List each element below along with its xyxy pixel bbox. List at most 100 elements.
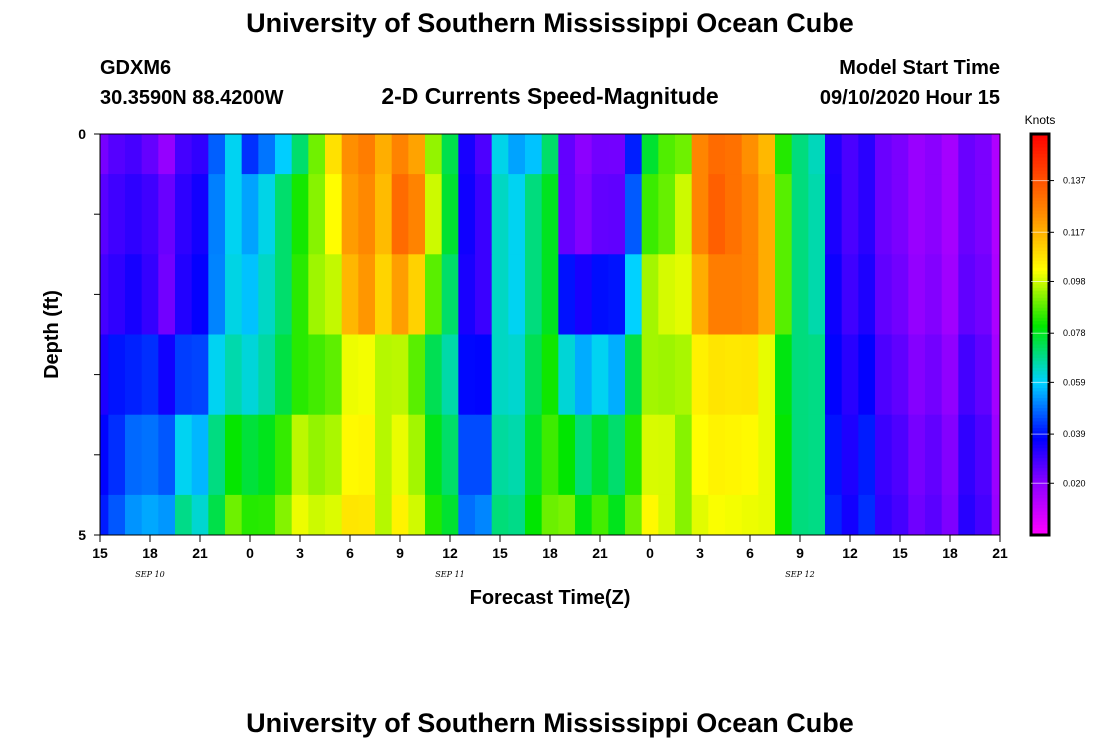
heatmap-cell [941,134,959,175]
heatmap-cell [775,494,793,536]
colorbar-segment [1031,164,1049,168]
heatmap-cell [208,334,226,416]
heatmap-cell [941,414,959,496]
heatmap-cell [141,494,159,536]
heatmap-cell [191,134,209,175]
footer-title: University of Southern Mississippi Ocean… [246,708,854,738]
heatmap-cell [475,174,493,255]
heatmap-cell [175,134,193,175]
heatmap-cell [125,254,143,335]
colorbar-segment [1031,451,1049,456]
colorbar-segment [1031,478,1049,483]
colorbar-segment [1031,458,1049,462]
heatmap-cell [741,494,759,536]
colorbar-segment [1031,150,1049,155]
colorbar-segment [1031,291,1049,295]
heatmap-cell [625,174,643,255]
heatmap-cell [875,174,893,255]
heatmap-cell [458,334,476,416]
colorbar-segment [1031,170,1049,175]
x-tick-label: 9 [396,545,404,561]
heatmap-cell [125,134,143,175]
heatmap-cell [325,334,343,416]
colorbar-segment [1031,180,1049,185]
heatmap-cell [375,414,393,496]
heatmap-cell [975,174,993,255]
heatmap-cell [641,494,659,536]
colorbar-segment [1031,374,1049,379]
heatmap-cell [708,414,726,496]
heatmap-cell [641,414,659,496]
heatmap-cell [558,254,576,335]
colorbar-segment [1031,354,1049,359]
heatmap-cell [791,334,809,416]
heatmap-cell [100,414,109,496]
heatmap-cell [258,494,276,536]
colorbar-segment [1031,454,1049,459]
heatmap-cell [375,174,393,255]
heatmap-cell [508,494,526,536]
heatmap-cell [408,414,426,496]
heatmap-cell [508,414,526,496]
heatmap-cell [158,254,176,335]
heatmap-cell [908,134,926,175]
heatmap-cell [808,254,826,335]
x-tick-label: 12 [842,545,858,561]
colorbar-tick-label: 0.117 [1063,227,1085,237]
colorbar-segment [1031,144,1049,148]
date-label: SEP 12 [785,570,814,579]
heatmap-cell [541,334,559,416]
heatmap-cell [491,134,509,175]
heatmap-cell [658,174,676,255]
heatmap-cell [291,414,309,496]
heatmap-cell [525,254,543,335]
colorbar-segment [1031,367,1049,372]
heatmap-cell [525,334,543,416]
x-tick-label: 15 [892,545,908,561]
heatmap-cell [725,414,743,496]
heatmap-cell [100,134,109,175]
heatmap-cell [358,174,376,255]
heatmap-cell [391,494,409,536]
colorbar-segment [1031,224,1049,229]
colorbar-segment [1031,468,1049,473]
heatmap-cell [875,134,893,175]
date-label: SEP 10 [135,570,164,579]
colorbar-segment [1031,247,1049,252]
heatmap-cell [775,174,793,255]
colorbar-segment [1031,381,1049,386]
heatmap-cell [858,174,876,255]
heatmap-cell [591,334,609,416]
heatmap-cell [941,174,959,255]
heatmap-cell [325,494,343,536]
colorbar-frame [1029,132,1051,537]
colorbar-segment [1031,254,1049,259]
heatmap-cell [758,414,776,496]
colorbar-segment [1031,511,1049,516]
heatmap-cell [925,254,943,335]
colorbar-segment [1031,508,1049,513]
heatmap-cell [408,334,426,416]
heatmap-cell [100,254,109,335]
heatmap-cell [441,254,459,335]
heatmap-cell [908,174,926,255]
colorbar-segment [1031,301,1049,305]
x-tick-label: 18 [542,545,558,561]
x-tick-label: 3 [696,545,704,561]
heatmap-cell [341,254,359,335]
heatmap-cell [458,494,476,536]
y-tick-label: 0 [78,126,86,142]
heatmap-cell [275,254,293,335]
heatmap-cell [241,134,259,175]
x-tick-label: 12 [442,545,458,561]
colorbar-segment [1031,418,1049,422]
x-tick-label: 21 [192,545,208,561]
heatmap-cell [841,254,859,335]
colorbar-segment [1031,357,1049,362]
heatmap-cell [558,334,576,416]
heatmap-cell [475,494,493,536]
x-tick-label: 9 [796,545,804,561]
heatmap-cell [975,334,993,416]
heatmap-cell [975,414,993,496]
heatmap-cell [691,254,709,335]
